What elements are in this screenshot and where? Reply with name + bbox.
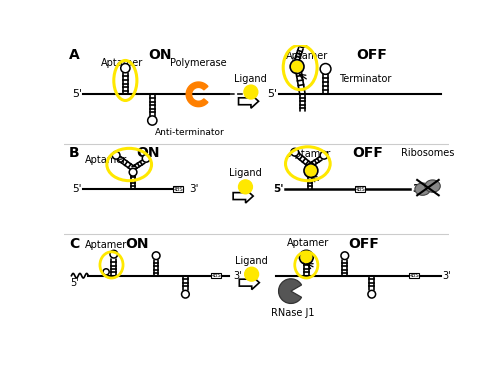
Polygon shape (233, 189, 253, 203)
Circle shape (110, 250, 118, 258)
Text: 3': 3' (412, 184, 423, 194)
Text: 3': 3' (233, 271, 242, 281)
Wedge shape (278, 279, 301, 304)
Bar (211, 273, 221, 278)
Bar (172, 186, 182, 192)
Circle shape (341, 252, 348, 260)
Bar (355, 186, 365, 192)
Circle shape (148, 116, 157, 125)
Circle shape (306, 169, 314, 176)
Text: RBS: RBS (408, 273, 420, 278)
Text: Ligand: Ligand (234, 74, 267, 84)
Circle shape (182, 291, 190, 298)
Text: Anti-terminator: Anti-terminator (156, 128, 225, 137)
Text: 5': 5' (72, 184, 82, 194)
Circle shape (244, 85, 258, 99)
Text: B: B (69, 146, 80, 160)
Text: OFF: OFF (352, 146, 384, 160)
Circle shape (142, 154, 150, 162)
Text: 5': 5' (70, 278, 78, 288)
Circle shape (292, 61, 302, 72)
Text: Ribosomes: Ribosomes (402, 148, 454, 158)
Circle shape (368, 291, 376, 298)
Circle shape (291, 148, 298, 156)
Circle shape (320, 64, 331, 74)
Polygon shape (240, 276, 260, 289)
Text: Polymerase: Polymerase (170, 58, 227, 68)
Text: 3': 3' (442, 271, 451, 281)
Circle shape (120, 64, 130, 73)
Circle shape (298, 38, 307, 47)
Text: A: A (69, 48, 80, 62)
Text: RBS: RBS (355, 187, 366, 192)
Text: Ligand: Ligand (229, 169, 262, 178)
Text: ON: ON (125, 237, 148, 251)
Polygon shape (186, 82, 208, 107)
Ellipse shape (415, 183, 430, 195)
Circle shape (103, 269, 109, 275)
Circle shape (112, 151, 120, 159)
Text: ON: ON (136, 146, 160, 160)
Text: Aptamer: Aptamer (86, 240, 128, 250)
Circle shape (244, 267, 258, 281)
Text: OFF: OFF (356, 48, 387, 62)
Text: 5': 5' (272, 184, 283, 194)
Text: 5': 5' (268, 89, 278, 99)
Ellipse shape (425, 180, 440, 192)
Bar (409, 273, 419, 278)
Text: Ligand: Ligand (236, 256, 268, 266)
Text: Aptamer: Aptamer (288, 149, 331, 158)
Text: OFF: OFF (348, 237, 380, 251)
Circle shape (301, 252, 312, 263)
Polygon shape (238, 94, 258, 108)
Text: Aptamer: Aptamer (100, 58, 143, 68)
Text: ON: ON (148, 48, 172, 62)
Circle shape (320, 151, 328, 159)
Text: C: C (69, 237, 80, 251)
Text: Aptamer: Aptamer (287, 238, 330, 248)
Circle shape (238, 180, 252, 194)
Text: 3': 3' (190, 184, 199, 194)
Circle shape (129, 169, 137, 176)
Text: Aptamer: Aptamer (286, 51, 328, 61)
Text: RBS: RBS (172, 187, 183, 192)
Text: Aptamer: Aptamer (86, 155, 128, 165)
Text: 5': 5' (72, 89, 82, 99)
Text: RNase J1: RNase J1 (270, 308, 314, 318)
Text: Terminator: Terminator (340, 74, 392, 84)
Circle shape (306, 165, 316, 176)
Circle shape (152, 252, 160, 260)
Text: RBS: RBS (211, 273, 222, 278)
